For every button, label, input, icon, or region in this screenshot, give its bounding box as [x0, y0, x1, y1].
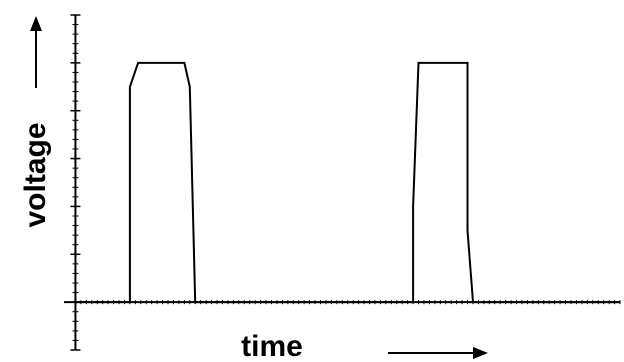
- x-axis-label: time: [241, 330, 303, 362]
- y-arrow-head: [30, 16, 42, 31]
- y-axis-label: voltage: [19, 122, 52, 227]
- pulse-series-line: [75, 61, 620, 304]
- x-arrow-head: [473, 347, 488, 359]
- axis-arrows: [30, 16, 488, 359]
- series-layer: [75, 61, 620, 304]
- axes: [64, 14, 621, 351]
